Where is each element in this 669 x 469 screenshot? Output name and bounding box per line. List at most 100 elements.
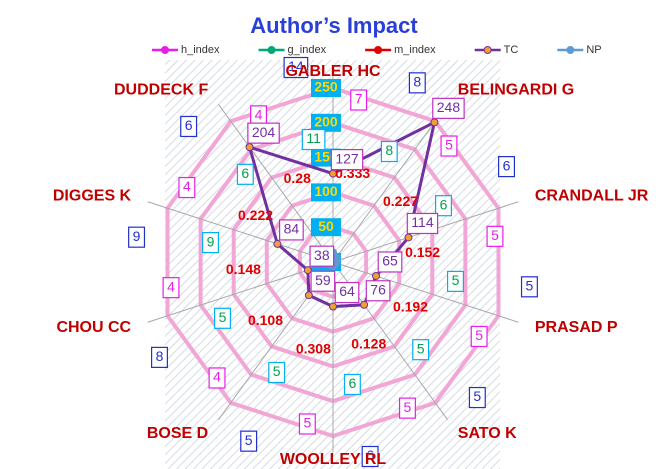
tick-label-bg (311, 113, 341, 132)
data-label-box (150, 346, 168, 368)
data-label: 6 (241, 165, 249, 181)
data-label: 4 (255, 107, 263, 123)
data-label: 6 (366, 447, 374, 463)
category-label: DUDDECK F (114, 81, 208, 98)
data-label-box (498, 156, 516, 178)
data-label: 5 (417, 340, 425, 356)
data-label-box (408, 72, 426, 94)
data-label-box (334, 281, 360, 304)
data-label: 38 (314, 247, 330, 263)
data-label: 8 (156, 348, 164, 364)
data-label: 204 (252, 124, 276, 140)
data-label: 9 (133, 228, 141, 244)
data-label: 9 (207, 233, 215, 249)
series-marker (430, 118, 439, 127)
data-label-box (301, 128, 326, 151)
data-label-box (432, 97, 465, 119)
data-label: 0.128 (351, 335, 386, 351)
data-label: 6 (348, 375, 356, 391)
data-label: 5 (303, 415, 311, 431)
data-label: 0.227 (383, 193, 418, 209)
spoke (147, 261, 334, 323)
y-tick-label: 100 (314, 183, 338, 199)
series-marker (304, 291, 313, 300)
series-marker (329, 302, 337, 311)
data-label: 5 (273, 363, 281, 379)
legend-marker (374, 46, 383, 54)
data-label-box (520, 276, 538, 298)
data-label-box (446, 270, 464, 292)
series-marker (273, 239, 282, 248)
data-label-box (406, 212, 439, 235)
data-label: 248 (437, 99, 461, 115)
data-label-box (298, 413, 316, 435)
data-label: 0.148 (226, 261, 261, 277)
data-label-box (398, 397, 416, 419)
data-label-box (380, 140, 398, 163)
legend-marker (267, 46, 276, 54)
data-label-box (208, 367, 226, 389)
y-tick-label: 200 (314, 114, 338, 130)
data-label-box (412, 339, 430, 361)
legend-label: NP (586, 44, 601, 56)
category-label: CRANDALL JR (535, 188, 649, 205)
data-label: 5 (245, 432, 253, 448)
data-label: 5 (491, 227, 499, 243)
legend-marker (161, 46, 169, 54)
spoke (147, 201, 334, 263)
data-label-box (128, 226, 146, 248)
data-label-box (365, 280, 391, 302)
data-label: 0.28 (284, 170, 311, 186)
data-label: 65 (382, 253, 398, 269)
data-label-box (279, 219, 304, 241)
data-label: 5 (526, 278, 534, 294)
spoke (332, 261, 519, 323)
series-marker (245, 143, 254, 152)
data-label-box (440, 135, 458, 157)
data-label: 4 (167, 278, 175, 294)
data-label: 0.152 (405, 244, 440, 260)
data-label-box (178, 176, 196, 199)
data-label: 59 (315, 272, 331, 288)
legend: h_index g_index m_index TC NP (152, 44, 602, 56)
data-label-box (268, 361, 286, 384)
data-label-box (350, 89, 368, 111)
category-label: BELINGARDI G (458, 81, 574, 98)
data-label: 5 (452, 272, 460, 288)
data-label: 114 (411, 214, 434, 230)
y-tick-label: 50 (318, 218, 334, 234)
series-marker (372, 271, 381, 280)
data-label: 5 (475, 327, 483, 343)
tick-label-bg (311, 183, 341, 202)
data-label-box (283, 56, 309, 79)
data-label-box (202, 232, 220, 254)
data-label-box (377, 251, 403, 273)
data-label-box (330, 149, 364, 171)
data-label: 0.192 (393, 299, 428, 315)
legend-label: m_index (394, 44, 436, 56)
data-label: 5 (219, 309, 227, 325)
data-label-box (310, 270, 336, 292)
data-label: 0.308 (296, 341, 331, 357)
legend-marker (483, 46, 492, 54)
data-label: 14 (288, 58, 304, 74)
category-label: BOSE D (147, 425, 208, 442)
legend-label: g_index (288, 44, 327, 56)
data-label-box (470, 325, 488, 348)
data-label-box (468, 386, 486, 409)
data-label: 76 (370, 281, 386, 297)
category-label: GABLER HC (285, 63, 381, 80)
data-label: 4 (183, 178, 191, 194)
data-label-box (486, 225, 504, 247)
data-label-box (162, 277, 180, 299)
category-label: CHOU CC (56, 319, 131, 336)
tick-label-bg (311, 79, 341, 97)
data-label: 5 (473, 388, 481, 404)
category-label: WOOLLEY RL (280, 451, 387, 468)
data-label: 8 (385, 142, 393, 158)
series-marker (303, 266, 312, 275)
data-label-box (180, 115, 198, 138)
data-label: 0.222 (238, 207, 273, 223)
data-label: 7 (355, 91, 363, 107)
